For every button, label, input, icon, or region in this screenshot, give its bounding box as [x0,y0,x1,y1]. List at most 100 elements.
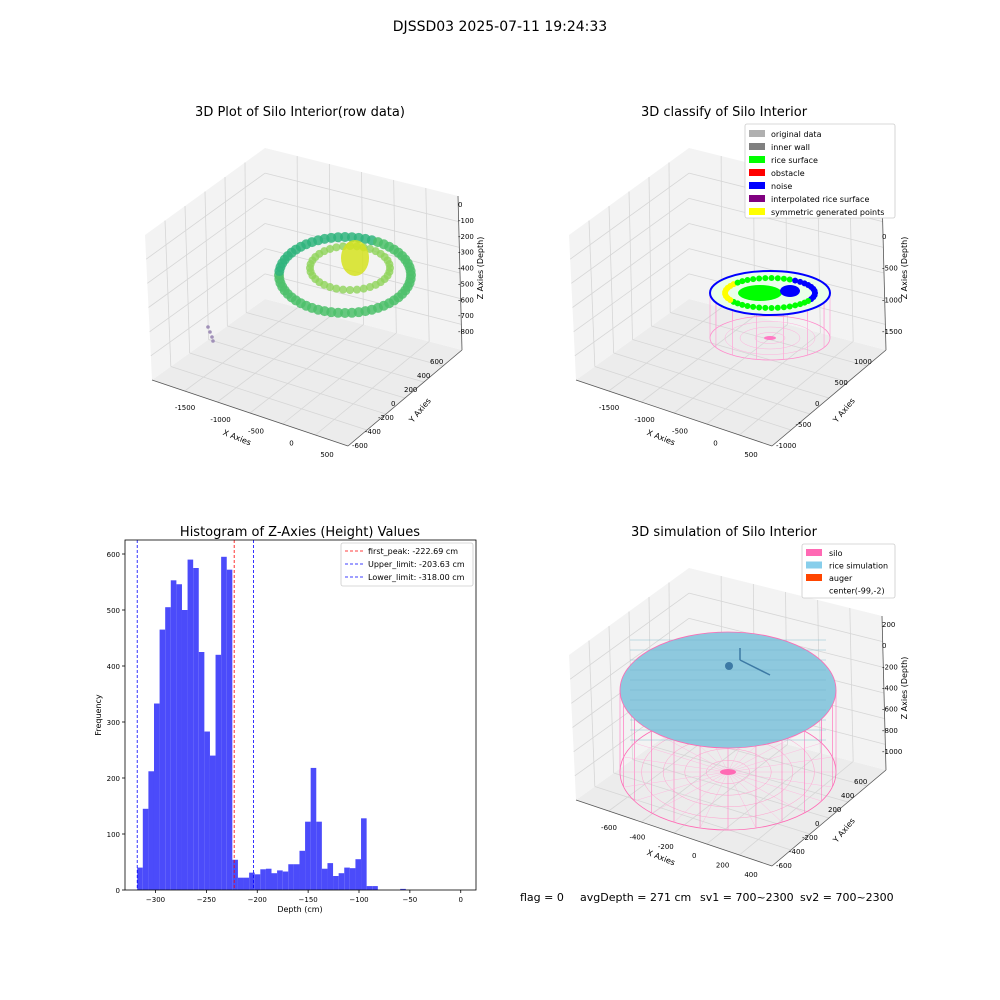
simulation-y-tick-label: -400 [789,848,805,856]
histogram-bar [159,629,166,890]
silo-floor-spoke [727,730,805,773]
raw-gridline [425,187,430,342]
status-flag: flag = 0 [520,891,564,904]
raw-outlier-point [211,339,215,343]
simulation-x-tick-label: -600 [601,824,617,832]
silo-center-mark [720,769,736,775]
silo-floor-spoke [727,771,805,814]
raw-y-tick-label: 0 [391,400,395,408]
silo-floor-spoke [699,771,729,829]
histogram-bar [193,568,199,890]
classify-legend-label: interpolated rice surface [771,195,869,204]
classify-gridline [668,162,671,313]
raw-point [385,260,394,269]
classify-legend-swatch [749,169,765,176]
histogram-title: Histogram of Z-Axies (Height) Values [180,525,420,540]
classify-x-tick-label: -1000 [634,416,654,424]
histogram-bar [372,886,378,890]
histogram-bar [265,868,272,890]
raw-z-tick-label: -600 [458,296,474,304]
simulation-x-tick-label: -400 [629,833,645,841]
auger-line [739,659,771,676]
status-sv2: sv2 = 700~2300 [800,891,894,904]
simulation-y-tick-label: -600 [776,862,792,870]
simulation-y-axis-line [771,769,887,867]
raw-outlier-point [206,325,210,329]
silo-floor-spoke [623,771,729,788]
simulation-legend-swatch [806,549,822,556]
classify-legend-label: inner wall [771,143,810,152]
classify-point [750,303,757,310]
histogram-y-tick-label: 500 [107,607,120,615]
classify-legend-swatch [749,195,765,202]
classify-point [739,301,746,308]
raw-point [326,244,334,253]
raw-z-tick-label: -500 [458,280,474,288]
simulation-x-tick-label: 200 [716,862,729,870]
histogram-bar [310,767,317,890]
classify-point [734,279,741,286]
classify-left-pane [569,148,689,380]
classify-point [762,275,769,282]
classify-x-tick-label: 0 [713,439,717,447]
histogram-x-tick-label: −100 [349,896,368,904]
classify-point [744,302,751,309]
histogram-y-tick-label: 0 [116,887,120,895]
raw-z-axis-label: Z Axies (Depth) [476,237,485,300]
classify-y-tick-label: 500 [835,379,848,387]
histogram-bar [165,607,171,890]
classify-3d-panel: 3D classify of Silo Interior -1500 -1000 -… [569,105,909,459]
simulation-y-tick-label: 200 [828,806,841,814]
raw-point [346,286,354,294]
raw-point [405,266,416,277]
raw-point [332,243,341,252]
raw-peak-point [341,240,369,276]
raw-z-tick-label: -700 [458,312,474,320]
classify-y-tick-label: -1000 [776,442,796,450]
raw-point [332,284,341,293]
histogram-bar [226,569,233,890]
histogram-y-tick-label: 100 [107,831,120,839]
raw-gridline [244,162,247,313]
simulation-floor-pane [576,719,886,866]
silo-floor-spoke [673,771,729,823]
histogram-bar [400,888,406,890]
raw-point [339,285,348,294]
histogram-bar [153,703,160,890]
classify-legend-label: original data [771,130,822,139]
histogram-legend-label: Upper_limit: -203.63 cm [368,560,465,569]
simulation-z-tick-label: -800 [882,727,898,735]
histogram-bar [243,877,250,890]
simulation-y-tick-label: 600 [854,778,867,786]
classify-point [811,287,818,294]
classify-x-axis-line [575,379,773,447]
histogram-bar [277,870,283,890]
raw-y-tick-label: -600 [352,442,368,450]
histogram-bar [293,864,300,890]
classify-y-tick-label: 1000 [854,358,872,366]
silo-floor-spoke [623,756,729,773]
simulation-legend-label: rice simulation [829,562,888,571]
simulation-legend-box [801,543,896,599]
histogram-bar [316,821,322,890]
histogram-legend-label: first_peak: -222.69 cm [368,547,458,556]
simulation-gridline [849,607,854,762]
simulation-legend-label: center(-99,-2) [829,587,885,596]
histogram-bar [181,610,188,890]
histogram-bar [260,869,266,890]
histogram-bar [288,864,294,890]
histogram-panel: Histogram of Z-Axies (Height) Values Dep… [94,525,477,914]
silo-floor-spoke [727,771,822,802]
classify-point [756,304,763,311]
raw-x-tick-label: -1500 [175,404,195,412]
raw-y-axis-line [347,349,463,447]
histogram-bar [254,874,261,890]
raw-y-tick-label: 200 [404,386,417,394]
simulation-x-tick-label: -200 [658,843,674,851]
raw-x-tick-label: -1000 [210,416,230,424]
classify-legend-swatch [749,156,765,163]
classify-z-tick-label: 0 [882,233,886,241]
histogram-bar [249,872,255,890]
histogram-y-tick-label: 400 [107,663,120,671]
classify-y-tick-label: -500 [796,421,812,429]
